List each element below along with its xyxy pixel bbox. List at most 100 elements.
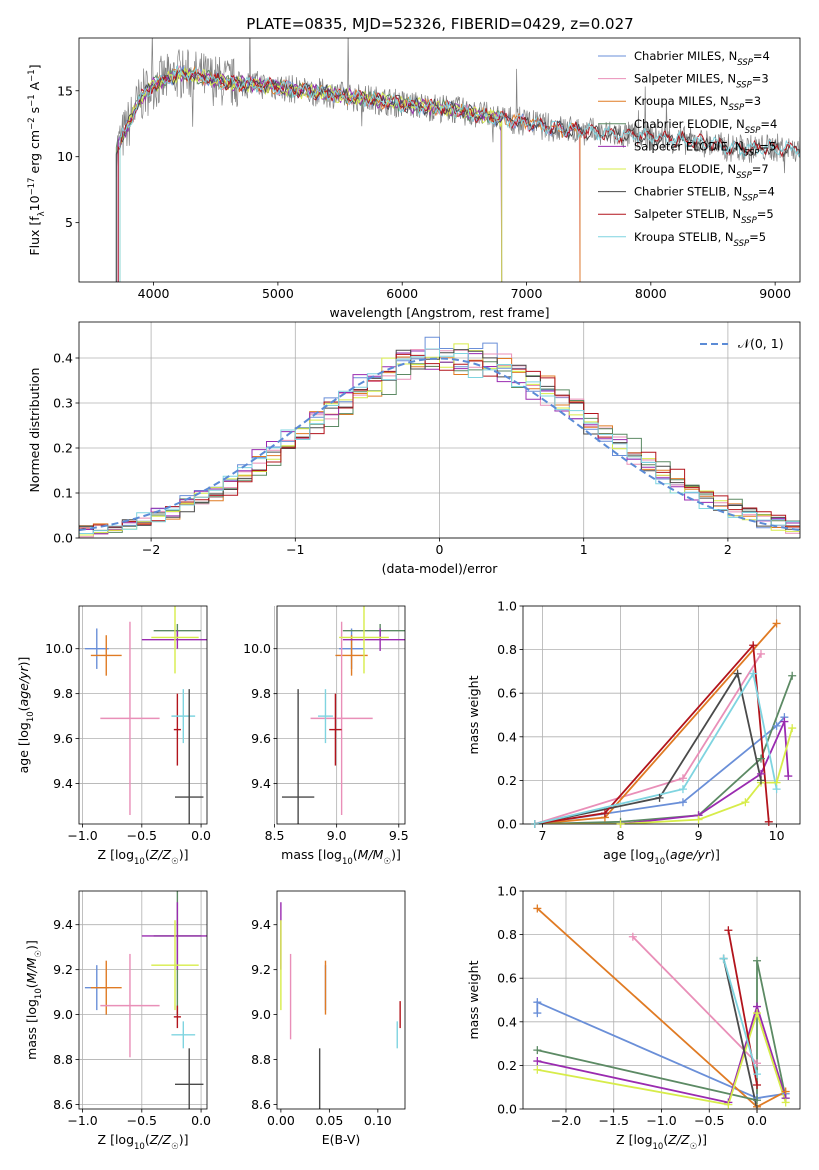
marker-plus <box>533 1046 542 1055</box>
y-axis-label: Flux [fλ10−17 erg cm−2 s−1 A−1] <box>27 64 47 255</box>
marker-plus <box>628 932 637 941</box>
x-tick-label: 9.0 <box>327 828 347 843</box>
panel-mass_vs_ebv: 0.00 0.05 0.10 8.6 8.8 9.0 9.2 9.4 E(B-V) <box>251 890 406 1147</box>
mass-weight-line <box>537 1003 787 1104</box>
panel-age_vs_Z: −1.0 −0.5 0.0 9.4 9.6 9.8 10.0 Z [log10(Z/Z☉)] a… <box>16 605 211 867</box>
x-tick-label: 0.0 <box>747 1113 767 1128</box>
marker-plus <box>533 904 542 913</box>
histogram-step <box>79 348 800 538</box>
x-axis-label: Z [log10(Z/Z☉)] <box>98 1132 189 1152</box>
marker-plus <box>753 1009 762 1018</box>
x-axis-label: age [log10(age/yr)] <box>603 847 720 867</box>
model-spectrum-line <box>115 67 503 282</box>
y-tick-label: 9.4 <box>251 776 271 791</box>
mass-weight-line <box>536 1000 786 1100</box>
legend-entry: Chabrier ELODIE, NSSP=4 <box>634 117 777 136</box>
axes-frame <box>276 890 406 1110</box>
axes-frame <box>78 890 208 1110</box>
x-tick-label: −1.0 <box>67 828 97 843</box>
axes-frame <box>522 605 801 825</box>
y-axis-label: mass [log10(M/M☉)] <box>24 940 44 1060</box>
x-axis-label: Z [log10(Z/Z☉)] <box>98 847 189 867</box>
x-tick-label: 0.10 <box>364 1113 392 1128</box>
y-tick-label: 9.8 <box>251 686 271 701</box>
panel-age_vs_mass: 8.5 9.0 9.5 9.4 9.6 9.8 10.0 mass [log10(M/M☉)] <box>243 605 409 867</box>
marker-plus <box>780 717 789 726</box>
marker-plus <box>756 649 765 658</box>
x-axis-label: Z [log10(Z/Z☉)] <box>616 1132 707 1152</box>
legend-entry: Kroupa STELIB, NSSP=5 <box>634 230 766 249</box>
mass-weight-line <box>534 643 770 824</box>
marker-plus <box>753 1105 762 1113</box>
marker-plus <box>616 820 625 828</box>
y-tick-label: 9.8 <box>53 686 73 701</box>
y-tick-label: 0.2 <box>497 773 517 788</box>
axes-frame <box>78 37 801 283</box>
marker-plus <box>753 1096 762 1105</box>
y-tick-label: 0.0 <box>497 817 517 832</box>
marker-plus <box>784 772 793 781</box>
marker-plus <box>533 998 542 1007</box>
x-tick-label: −2 <box>142 542 160 557</box>
model-spectrum-line <box>117 70 800 282</box>
legend-entry: Chabrier MILES, NSSP=4 <box>634 49 770 68</box>
x-tick-label: 8 <box>617 828 625 843</box>
x-tick-label: 0 <box>436 542 444 557</box>
y-tick-label: 0.4 <box>53 351 73 366</box>
model-spectrum-line <box>119 67 503 282</box>
x-axis-label: wavelength [Angstrom, rest frame] <box>329 305 549 320</box>
y-tick-label: 0.8 <box>497 927 517 942</box>
y-tick-label: 0.3 <box>53 396 73 411</box>
marker-plus <box>533 1065 542 1074</box>
x-tick-label: 0.05 <box>315 1113 343 1128</box>
y-tick-label: 8.6 <box>53 1097 73 1112</box>
legend-entry: Kroupa ELODIE, NSSP=7 <box>634 162 769 181</box>
marker-plus <box>781 1098 790 1107</box>
marker-plus <box>678 774 687 783</box>
marker-plus <box>533 1057 542 1066</box>
x-tick-label: 9000 <box>759 286 791 301</box>
y-tick-label: 0.1 <box>53 486 73 501</box>
marker-plus <box>788 724 797 733</box>
x-tick-label: −1.0 <box>67 1113 97 1128</box>
mass-weight-line <box>534 671 762 824</box>
x-tick-label: −2.0 <box>551 1113 581 1128</box>
mass-weight-line <box>534 721 790 824</box>
x-tick-label: 1 <box>580 542 588 557</box>
figure-title: PLATE=0835, MJD=52326, FIBERID=0429, z=0… <box>246 15 633 33</box>
legend-entry: 𝒩(0, 1) <box>738 336 784 351</box>
x-tick-label: 8.5 <box>265 828 285 843</box>
marker-plus <box>533 1009 542 1018</box>
panel-mass_weight_vs_Z: −2.0 −1.5 −1.0 −0.5 0.0 0.0 0.2 0.4 0.6 0.8 1.0 Z [… <box>466 884 801 1152</box>
y-tick-label: 0.6 <box>497 686 517 701</box>
mass-weight-line <box>722 958 758 1109</box>
plot-area <box>115 38 800 282</box>
plot-area <box>534 622 794 824</box>
panel-mass_vs_Z: −1.0 −0.5 0.0 8.6 8.8 9.0 9.2 9.4 Z [log10(Z/Z☉)… <box>24 890 211 1152</box>
y-tick-label: 9.2 <box>53 962 73 977</box>
x-tick-label: 0.00 <box>267 1113 295 1128</box>
marker-plus <box>756 754 765 763</box>
y-tick-label: 10.0 <box>243 641 271 656</box>
marker-plus <box>733 669 742 678</box>
y-tick-label: 8.6 <box>251 1097 271 1112</box>
y-tick-label: 5 <box>65 215 73 230</box>
plot-area <box>281 606 405 824</box>
marker-plus <box>694 815 703 824</box>
legend-entry: Salpeter ELODIE, NSSP=5 <box>634 139 776 158</box>
marker-plus <box>678 785 687 794</box>
x-tick-label: −0.5 <box>127 828 157 843</box>
y-tick-label: 0.0 <box>53 531 73 546</box>
legend-entry: Salpeter STELIB, NSSP=5 <box>634 207 774 226</box>
x-tick-label: 7000 <box>511 286 543 301</box>
y-tick-label: 0.4 <box>497 729 517 744</box>
y-axis-label: age [log10(age/yr)] <box>16 657 36 774</box>
y-tick-label: 0.0 <box>497 1102 517 1117</box>
marker-plus <box>772 619 781 628</box>
marker-plus <box>749 641 758 650</box>
y-tick-label: 15 <box>57 83 73 98</box>
marker-plus <box>772 721 781 730</box>
panel-spectrum: 4000 5000 6000 7000 8000 9000 5 10 15 wavelength … <box>27 37 801 320</box>
x-tick-label: 4000 <box>138 286 170 301</box>
y-tick-label: 0.2 <box>497 1058 517 1073</box>
